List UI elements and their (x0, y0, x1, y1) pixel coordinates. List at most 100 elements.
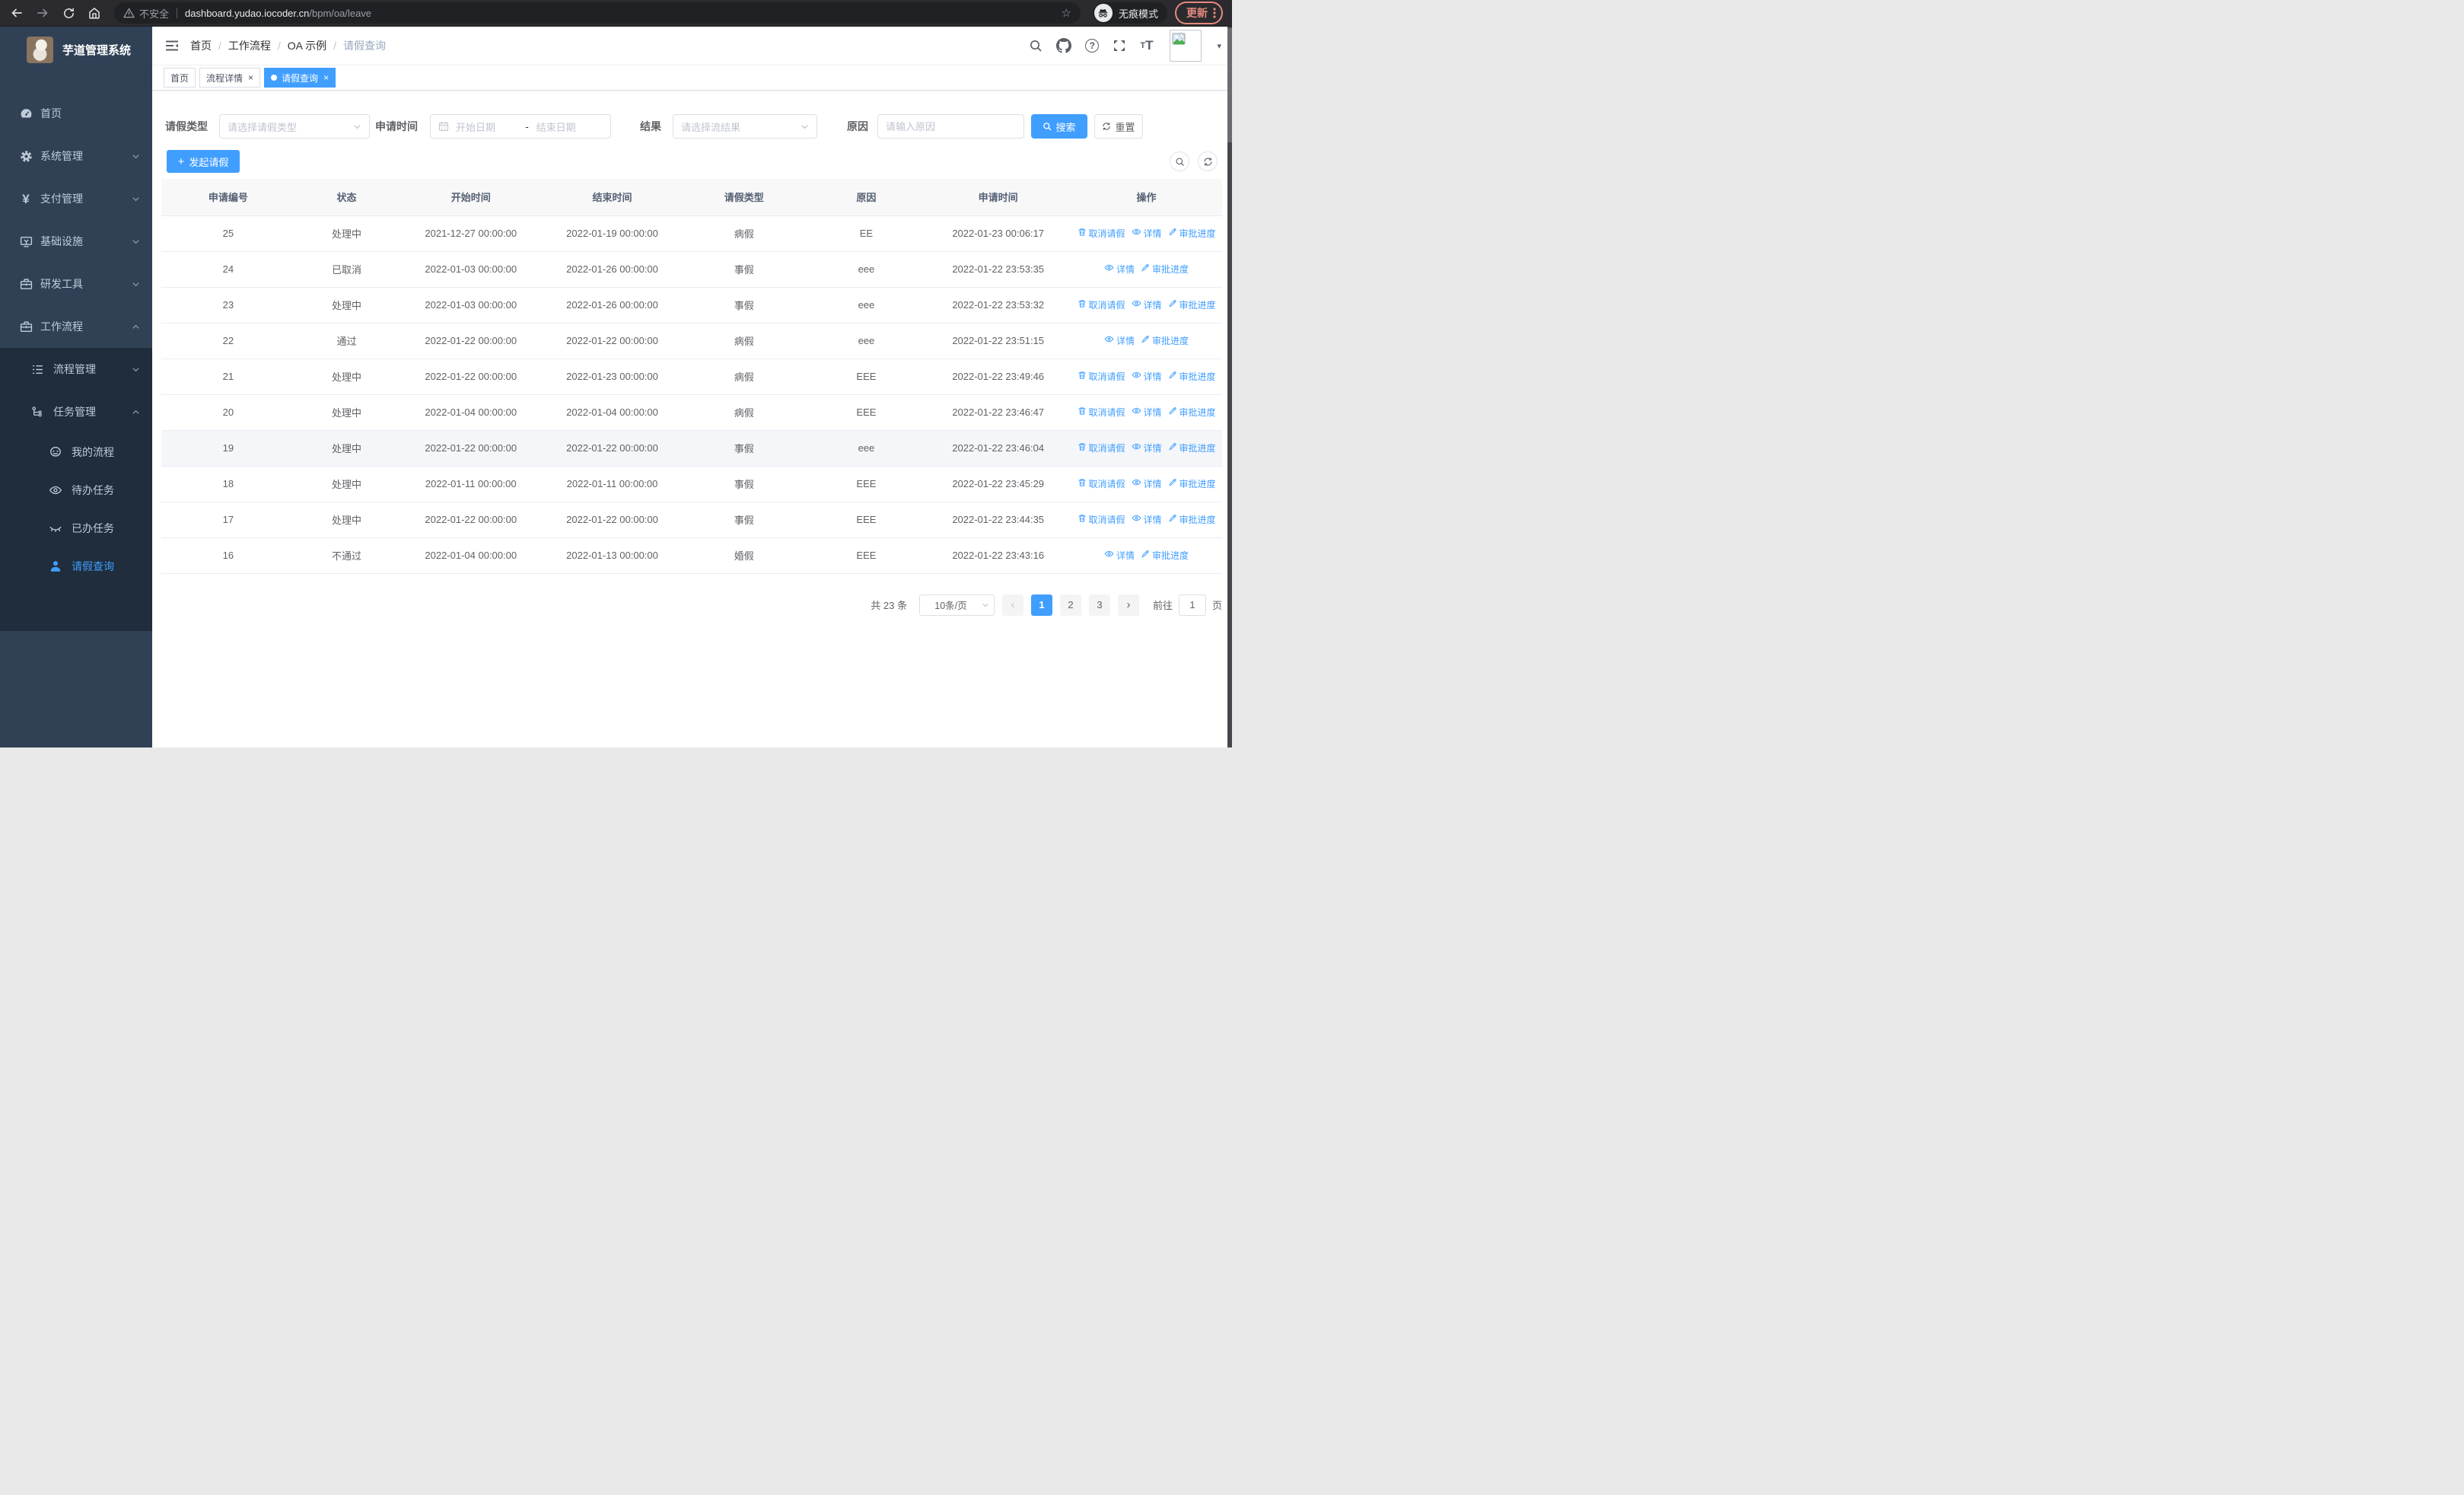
approval-progress-link[interactable]: 审批进度 (1168, 406, 1216, 419)
cell-type: 病假 (680, 323, 807, 359)
cell-start: 2022-01-04 00:00:00 (398, 394, 544, 431)
search-icon[interactable] (1029, 39, 1043, 53)
detail-link[interactable]: 详情 (1132, 513, 1162, 526)
sidebar-item-dev-tools[interactable]: 研发工具 (0, 263, 152, 305)
search-button[interactable]: 搜索 (1031, 114, 1087, 139)
tag-leave-query[interactable]: 请假查询 × (264, 68, 336, 88)
hamburger-icon[interactable] (164, 38, 180, 53)
cancel-leave-link[interactable]: 取消请假 (1078, 441, 1125, 454)
reset-button[interactable]: 重置 (1094, 114, 1143, 139)
cell-type: 事假 (680, 430, 807, 467)
page-button-3[interactable]: 3 (1088, 594, 1110, 616)
create-leave-button[interactable]: + 发起请假 (167, 150, 240, 173)
sidebar-item-done-tasks[interactable]: 已办任务 (0, 509, 152, 547)
cancel-leave-link[interactable]: 取消请假 (1078, 513, 1125, 526)
detail-link[interactable]: 详情 (1132, 227, 1162, 240)
page-button-1[interactable]: 1 (1030, 594, 1052, 616)
cell-apply: 2022-01-22 23:49:46 (925, 359, 1071, 395)
bookmark-icon[interactable]: ☆ (1061, 7, 1071, 20)
approval-progress-link[interactable]: 审批进度 (1168, 227, 1216, 240)
start-date-placeholder: 开始日期 (456, 121, 496, 133)
cancel-leave-link[interactable]: 取消请假 (1078, 227, 1125, 240)
action-label: 取消请假 (1088, 443, 1125, 454)
chevron-down-icon[interactable]: ▾ (1217, 41, 1221, 51)
cell-id: 21 (161, 359, 295, 395)
url-path: /bpm/oa/leave (309, 7, 372, 19)
breadcrumb-item[interactable]: 首页 (190, 40, 212, 52)
tag-process-detail[interactable]: 流程详情 × (199, 68, 261, 88)
refresh-table-button[interactable] (1198, 151, 1218, 171)
action-label: 审批进度 (1179, 515, 1216, 526)
cell-status: 不通过 (294, 537, 399, 574)
sidebar-item-system-management[interactable]: 系统管理 (0, 135, 152, 177)
page-button-2[interactable]: 2 (1059, 594, 1081, 616)
sidebar-item-todo-tasks[interactable]: 待办任务 (0, 471, 152, 509)
page-size-select[interactable]: 10条/页 (918, 594, 995, 616)
detail-link[interactable]: 详情 (1104, 334, 1135, 347)
approval-progress-link[interactable]: 审批进度 (1168, 370, 1216, 383)
detail-link[interactable]: 详情 (1132, 298, 1162, 311)
browser-menu-icon[interactable] (1213, 7, 1216, 19)
sidebar-item-home[interactable]: 首页 (0, 92, 152, 135)
detail-link[interactable]: 详情 (1104, 263, 1135, 276)
home-icon[interactable] (84, 2, 105, 24)
view-icon (1104, 263, 1114, 275)
result-select[interactable]: 请选择流结果 (673, 114, 817, 139)
app-logo[interactable]: 芋道管理系统 (0, 27, 152, 72)
detail-link[interactable]: 详情 (1132, 370, 1162, 383)
leave-type-select[interactable]: 请选择请假类型 (219, 114, 370, 139)
cell-id: 25 (161, 215, 295, 252)
scrollbar-thumb[interactable] (1227, 28, 1232, 142)
breadcrumb-item[interactable]: OA 示例 (287, 40, 327, 52)
fullscreen-icon[interactable] (1113, 39, 1126, 53)
sidebar-item-task-management[interactable]: 任务管理 (0, 390, 152, 433)
github-icon[interactable] (1056, 38, 1072, 53)
toggle-search-button[interactable] (1170, 151, 1189, 171)
prev-page-button[interactable]: ‹ (1001, 594, 1023, 616)
avatar[interactable] (1170, 30, 1202, 62)
detail-link[interactable]: 详情 (1132, 441, 1162, 454)
sidebar-item-process-management[interactable]: 流程管理 (0, 348, 152, 390)
sidebar-item-my-processes[interactable]: 我的流程 (0, 433, 152, 471)
tag-home[interactable]: 首页 (164, 68, 196, 88)
cell-reason: eee (807, 323, 926, 359)
cancel-leave-link[interactable]: 取消请假 (1078, 370, 1125, 383)
url-bar[interactable]: 不安全 dashboard.yudao.iocoder.cn/bpm/oa/le… (114, 2, 1081, 24)
approval-progress-link[interactable]: 审批进度 (1168, 477, 1216, 490)
detail-link[interactable]: 详情 (1104, 549, 1135, 562)
detail-link[interactable]: 详情 (1132, 406, 1162, 419)
cancel-leave-link[interactable]: 取消请假 (1078, 406, 1125, 419)
close-icon[interactable]: × (248, 72, 254, 83)
approval-progress-link[interactable]: 审批进度 (1168, 298, 1216, 311)
forward-icon[interactable] (32, 2, 53, 24)
close-icon[interactable]: × (323, 72, 329, 83)
approval-progress-link[interactable]: 审批进度 (1168, 513, 1216, 526)
cancel-leave-link[interactable]: 取消请假 (1078, 477, 1125, 490)
sidebar-item-payment-management[interactable]: ¥ 支付管理 (0, 177, 152, 220)
sidebar-item-workflow[interactable]: 工作流程 (0, 305, 152, 348)
goto-page-input[interactable] (1178, 594, 1206, 616)
action-label: 审批进度 (1152, 264, 1189, 276)
update-button[interactable]: 更新 (1175, 2, 1223, 24)
cell-end: 2022-01-04 00:00:00 (543, 394, 681, 431)
breadcrumb-item[interactable]: 工作流程 (228, 40, 271, 52)
approval-progress-link[interactable]: 审批进度 (1141, 263, 1189, 276)
page-scrollbar[interactable] (1227, 27, 1232, 748)
cancel-leave-link[interactable]: 取消请假 (1078, 298, 1125, 311)
reason-input[interactable] (877, 114, 1024, 139)
reload-icon[interactable] (58, 2, 79, 24)
approval-progress-link[interactable]: 审批进度 (1141, 549, 1189, 562)
action-label: 详情 (1116, 550, 1135, 561)
back-icon[interactable] (6, 2, 27, 24)
search-icon (1043, 122, 1052, 131)
delete-icon (1078, 371, 1087, 382)
approval-progress-link[interactable]: 审批进度 (1141, 334, 1189, 347)
next-page-button[interactable]: › (1117, 594, 1139, 616)
sidebar-item-leave-query[interactable]: 请假查询 (0, 547, 152, 585)
detail-link[interactable]: 详情 (1132, 477, 1162, 490)
approval-progress-link[interactable]: 审批进度 (1168, 441, 1216, 454)
apply-time-range-picker[interactable]: 开始日期 - 结束日期 (430, 114, 611, 139)
help-icon[interactable]: ? (1085, 39, 1100, 53)
sidebar-item-infrastructure[interactable]: 基础设施 (0, 220, 152, 263)
